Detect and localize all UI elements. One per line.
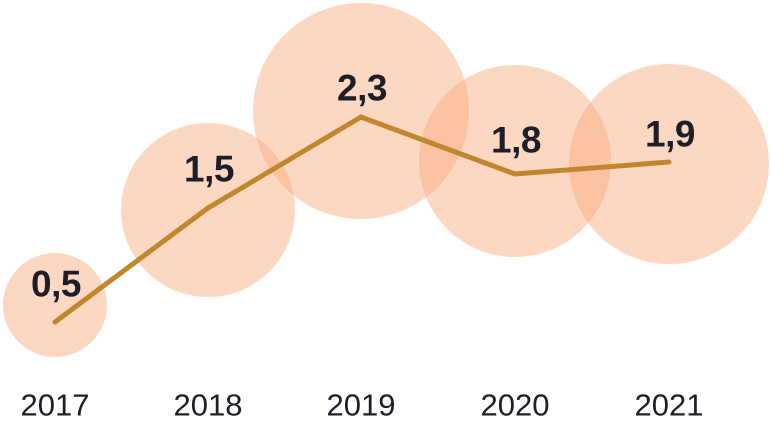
year-label-2017: 2017 [21,388,90,423]
trend-line [52,114,672,325]
year-label-2019: 2019 [327,388,396,423]
bubble-2019 [253,3,469,219]
year-label-2020: 2020 [481,388,550,423]
year-labels-layer: 2017 2018 2019 2020 2021 [21,388,704,423]
bubbles-layer [3,3,769,357]
value-label-2018: 1,5 [184,149,234,190]
value-label-2017: 0,5 [31,264,81,305]
value-label-2021: 1,9 [645,114,695,155]
bubble-2020 [419,65,611,257]
bubble-2017 [3,253,107,357]
value-label-2019: 2,3 [337,68,387,109]
year-label-2021: 2021 [635,388,704,423]
value-labels-layer: 0,5 1,5 2,3 1,8 1,9 [31,68,695,305]
value-label-2020: 1,8 [491,120,541,161]
year-label-2018: 2018 [174,388,243,423]
